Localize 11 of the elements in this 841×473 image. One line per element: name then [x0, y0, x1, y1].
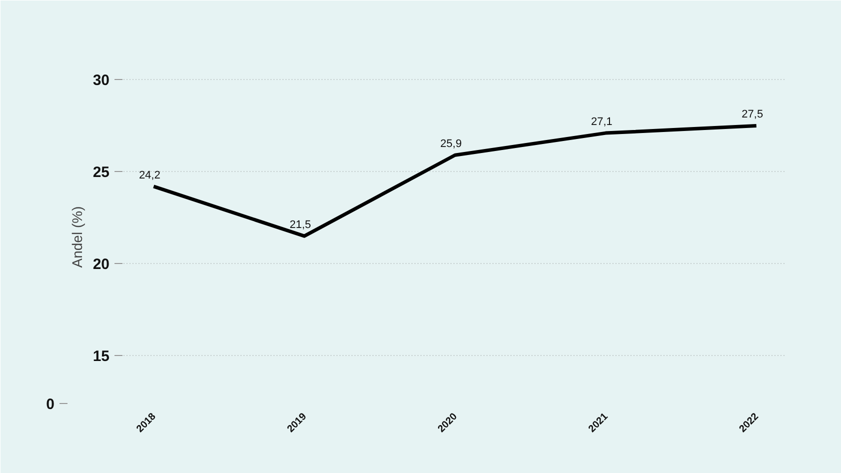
y-tick-label: 25	[92, 164, 110, 182]
y-tick-label: 20	[92, 256, 110, 274]
text: 27,5	[742, 108, 764, 121]
y-axis-title: Andel (%)	[68, 206, 85, 268]
text: 27,1	[590, 116, 612, 128]
text: 25,9	[440, 138, 462, 150]
y-tick-label: 15	[92, 348, 110, 366]
text: 21,5	[290, 219, 312, 232]
text: 24,2	[138, 169, 160, 182]
y-tick-label: 30	[92, 72, 110, 90]
text: 0	[46, 396, 54, 413]
